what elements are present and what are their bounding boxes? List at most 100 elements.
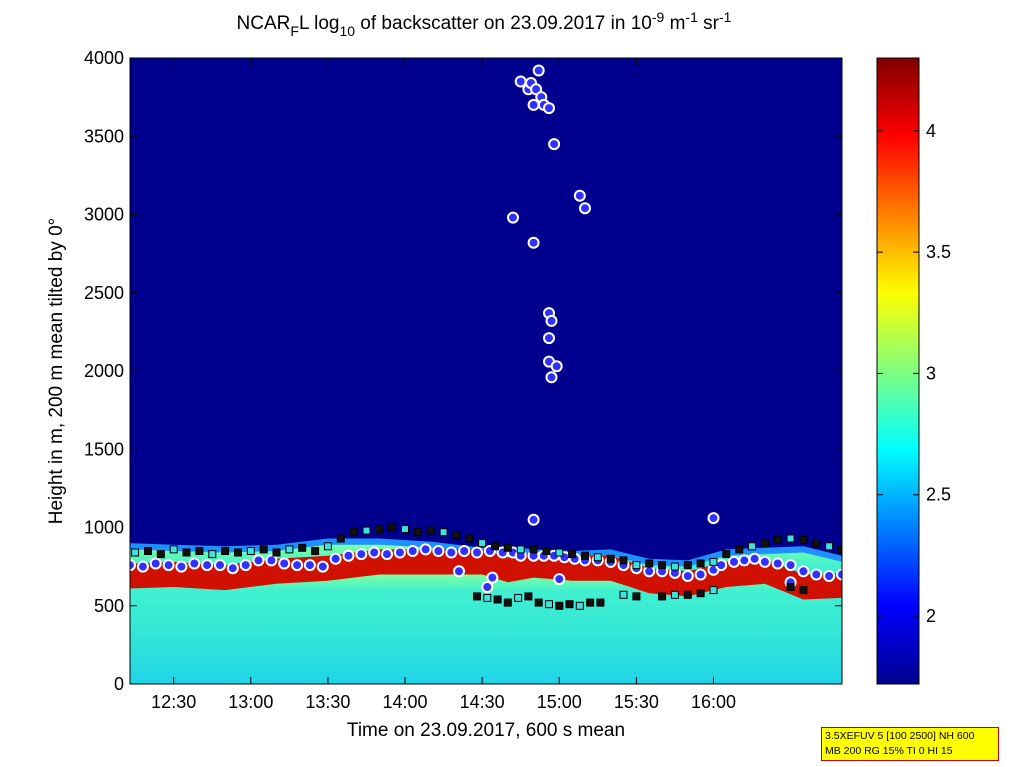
y-tick-label-2: 1000: [84, 518, 124, 538]
circle-marker-56: [810, 568, 823, 581]
circle-marker-50: [738, 554, 751, 567]
square-marker-35: [581, 551, 589, 560]
y-tick-label-4: 2000: [84, 361, 124, 381]
circle-marker-52: [758, 555, 771, 568]
square-marker-66: [575, 601, 584, 610]
square-marker-45: [709, 557, 718, 566]
x-tick-label-0: 12:30: [151, 692, 196, 712]
mixed-layer-below-band: [130, 574, 842, 684]
square-marker-58: [493, 595, 502, 604]
circle-marker-17: [342, 549, 355, 562]
circle-marker-83: [453, 565, 465, 578]
circle-marker-19: [368, 546, 381, 559]
square-marker-67: [586, 598, 595, 607]
circle-marker-11: [265, 554, 278, 567]
square-marker-63: [545, 600, 553, 609]
circle-marker-16: [329, 552, 342, 565]
circle-marker-20: [381, 548, 393, 561]
square-marker-19: [375, 525, 384, 534]
square-marker-10: [259, 545, 268, 554]
circle-marker-65: [532, 64, 545, 77]
circle-marker-42: [643, 565, 656, 578]
circle-marker-14: [303, 559, 316, 572]
square-marker-44: [696, 559, 705, 568]
square-marker-53: [812, 539, 821, 548]
square-marker-51: [786, 534, 795, 543]
square-marker-62: [534, 598, 543, 607]
circle-marker-13: [291, 559, 304, 572]
y-tick-label-8: 4000: [84, 48, 124, 68]
circle-marker-23: [419, 543, 432, 556]
square-marker-30: [516, 545, 525, 554]
square-marker-11: [272, 548, 281, 557]
square-marker-22: [413, 528, 422, 537]
y-tick-label-1: 500: [94, 596, 124, 616]
square-marker-71: [658, 592, 667, 601]
square-marker-75: [709, 586, 718, 595]
plot-area: [130, 58, 842, 684]
square-marker-0: [131, 548, 140, 557]
circle-marker-75: [550, 360, 563, 373]
square-marker-52: [799, 536, 808, 544]
chart-title: NCARFL log10 of backscatter on 23.09.201…: [237, 9, 732, 39]
x-tick-label-4: 14:30: [460, 692, 505, 712]
circle-marker-69: [548, 138, 561, 151]
square-marker-54: [825, 542, 834, 551]
circle-marker-8: [226, 562, 239, 575]
circle-marker-26: [458, 545, 471, 557]
x-tick-label-1: 13:00: [228, 692, 273, 712]
square-marker-77: [799, 586, 808, 595]
circle-marker-48: [715, 559, 728, 572]
circle-marker-25: [445, 546, 458, 559]
processing-info-box: 3.5XEFUV 5 [100 2500] NH 600 MB 200 RG 1…: [821, 727, 999, 761]
square-marker-31: [529, 545, 538, 554]
x-tick-label-7: 16:00: [691, 692, 736, 712]
circle-marker-5: [188, 557, 201, 570]
circle-marker-21: [393, 546, 406, 559]
y-tick-label-3: 1500: [84, 439, 124, 459]
y-tick-label-5: 2500: [84, 283, 124, 303]
square-marker-49: [760, 539, 769, 548]
circle-marker-22: [406, 545, 419, 557]
square-marker-73: [683, 590, 692, 599]
square-marker-70: [632, 592, 641, 601]
circle-marker-1: [136, 560, 149, 573]
square-marker-4: [182, 548, 191, 557]
x-tick-label-6: 15:30: [614, 692, 659, 712]
circle-marker-4: [175, 560, 188, 573]
square-marker-40: [645, 559, 654, 568]
y-axis-label: Height in m, 200 m mean tilted by 0°: [46, 218, 67, 524]
square-marker-34: [568, 550, 577, 559]
circle-marker-12: [278, 557, 291, 570]
circle-marker-15: [316, 560, 329, 573]
circle-marker-51: [748, 552, 761, 565]
colorbar-tick-label-4: 4: [926, 121, 936, 141]
square-marker-13: [298, 543, 307, 552]
circle-marker-82: [481, 581, 494, 593]
series-square-markers: [131, 523, 842, 610]
square-marker-23: [426, 526, 435, 535]
square-marker-28: [491, 542, 499, 551]
square-marker-24: [439, 528, 448, 537]
square-marker-9: [246, 547, 255, 555]
square-marker-29: [503, 543, 512, 552]
circle-marker-24: [432, 545, 445, 557]
square-marker-1: [144, 547, 152, 555]
square-marker-36: [593, 553, 602, 562]
circle-marker-46: [694, 568, 707, 581]
circle-marker-54: [784, 559, 797, 572]
square-marker-16: [336, 534, 345, 543]
square-marker-59: [503, 598, 512, 607]
circle-marker-81: [486, 571, 499, 584]
square-marker-8: [234, 548, 242, 557]
circle-marker-57: [823, 570, 836, 582]
circle-marker-6: [201, 559, 214, 572]
circle-marker-58: [836, 568, 842, 581]
circle-marker-77: [527, 513, 540, 526]
square-marker-26: [465, 534, 474, 543]
square-marker-15: [323, 542, 332, 551]
circle-marker-55: [797, 565, 810, 578]
square-marker-2: [156, 550, 165, 559]
square-marker-39: [632, 561, 641, 570]
